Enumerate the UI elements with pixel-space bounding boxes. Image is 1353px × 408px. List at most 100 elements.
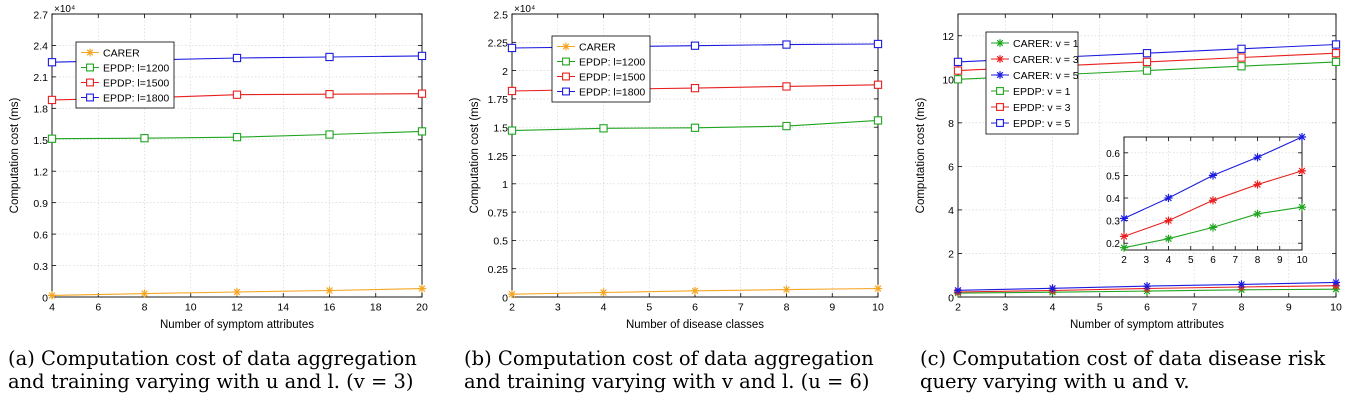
chart-c-inset-point: [1253, 153, 1262, 162]
chart-a-legend-marker: [86, 63, 94, 72]
chart-c-x-axis-title: Number of symptom attributes: [1070, 319, 1224, 331]
chart-a-point: [417, 89, 427, 98]
chart-c-xtick-label: 8: [1239, 302, 1245, 314]
chart-c-inset-point: [1164, 193, 1173, 203]
chart-b-point: [507, 86, 517, 96]
chart-c-inset-point: [1297, 203, 1307, 212]
chart-c-xtick-label: 5: [1097, 302, 1103, 314]
chart-a-legend-marker: [86, 93, 94, 102]
chart-c-legend-entry: EPDP: v = 5: [1013, 118, 1071, 130]
chart-b-ytick-label: 1.5: [493, 122, 508, 134]
chart-b-xtick-label: 10: [872, 302, 884, 314]
chart-b-point: [599, 288, 608, 297]
chart-b-ytick-label: 1: [502, 179, 508, 191]
chart-b-xtick-label: 5: [646, 302, 652, 314]
chart-a-point: [47, 95, 57, 105]
chart-b-point: [690, 286, 700, 295]
chart-a-xtick-label: 18: [370, 302, 382, 314]
chart-c-inset-xtick-label: 9: [1277, 255, 1283, 266]
caption-c-line1: (c) Computation cost of data disease ris…: [920, 347, 1326, 370]
chart-b-y-axis-title: Computation cost (ms): [469, 97, 481, 213]
chart-c-point: [1142, 66, 1152, 75]
chart-a-point: [325, 90, 334, 99]
chart-a-point: [47, 134, 57, 143]
chart-c-inset-point: [1164, 234, 1173, 243]
chart-c-inset-xtick-label: 5: [1188, 255, 1194, 266]
chart-b-point: [782, 285, 791, 294]
chart-b-point: [782, 121, 791, 131]
chart-c-xtick-label: 6: [1144, 302, 1150, 314]
chart-a-exponent-label: ×10⁴: [54, 4, 75, 15]
chart-c-legend-entry: CARER: v = 5: [1013, 70, 1079, 82]
chart-c-ytick-label: 8: [948, 118, 954, 130]
chart-a-point: [325, 286, 334, 295]
chart-a-x-axis-title: Number of symptom attributes: [160, 319, 314, 331]
chart-c-point: [1142, 57, 1152, 67]
chart-a-point: [417, 127, 427, 136]
chart-a-xtick-label: 16: [324, 302, 336, 314]
chart-c-point: [953, 75, 963, 84]
chart-a-ytick-label: 1.5: [33, 135, 48, 147]
chart-a-ytick-label: 1.2: [33, 166, 48, 178]
chart-b: 2 3 4 5 6 7 8 9 10 0 0.25 0.5 0.75 1 1.25 1.5 1.75 2 2.25 2…: [469, 4, 884, 331]
chart-a-point: [47, 58, 57, 67]
chart-b-legend-entry: EPDP: l=1500: [579, 71, 645, 83]
chart-c-inset-xtick-label: 10: [1296, 255, 1308, 266]
chart-c-point: [1237, 62, 1246, 71]
chart-b-point: [599, 124, 608, 133]
chart-c-inset-xtick-label: 4: [1166, 255, 1172, 266]
chart-b-point: [873, 39, 883, 49]
chart-b-xtick-label: 3: [555, 302, 561, 314]
chart-c-point: [1237, 44, 1246, 53]
chart-b-xtick-label: 4: [601, 302, 607, 314]
chart-b-xtick-label: 6: [692, 302, 698, 314]
chart-c-inset-ytick-label: 0.3: [1106, 217, 1120, 228]
chart-a-y-axis-title: Computation cost (ms): [9, 97, 21, 213]
chart-c-xtick-label: 10: [1330, 302, 1342, 314]
chart-a-legend-entry: EPDP: l=1500: [103, 77, 169, 89]
chart-c-legend-marker: [996, 87, 1004, 95]
chart-a-ytick-label: 2.4: [33, 41, 48, 53]
chart-b-xtick-label: 9: [829, 302, 835, 314]
chart-c-inset-point: [1208, 223, 1218, 232]
chart-c-legend-entry: EPDP: v = 1: [1013, 86, 1071, 98]
chart-b-point: [690, 41, 700, 50]
chart-c-ytick-label: 6: [948, 162, 954, 174]
chart-b-ytick-label: 0.75: [488, 207, 509, 219]
chart-c-legend-marker: [996, 71, 1004, 79]
chart-a-point: [232, 287, 242, 297]
chart-c-inset-xtick-label: 8: [1255, 255, 1261, 266]
chart-b-xtick-label: 8: [784, 302, 790, 314]
chart-c-legend-marker: [996, 39, 1004, 47]
chart-a-legend-entry: EPDP: l=1200: [103, 62, 169, 74]
chart-b-x-axis-title: Number of disease classes: [626, 319, 764, 331]
chart-a-point: [417, 51, 427, 61]
chart-c-point: [1331, 40, 1341, 49]
chart-b-ytick-label: 2.5: [493, 9, 508, 21]
chart-c-legend-marker: [996, 55, 1004, 63]
chart-a-ytick-label: 0.3: [33, 261, 48, 273]
chart-a-xtick-label: 14: [277, 302, 289, 314]
chart-b-legend-marker: [562, 87, 570, 96]
chart-c-point: [1331, 49, 1341, 58]
chart-b-ytick-label: 1.25: [488, 151, 509, 163]
chart-c-inset-xtick-label: 3: [1143, 255, 1149, 266]
chart-c-inset-xtick-label: 6: [1210, 255, 1216, 266]
chart-b-ytick-label: 2: [502, 66, 508, 78]
chart-b-point: [690, 123, 700, 132]
chart-c-legend-marker: [996, 119, 1004, 127]
chart-b-legend-marker: [562, 72, 570, 81]
chart-a-ytick-label: 0.6: [33, 229, 48, 241]
chart-c-inset-point: [1208, 196, 1218, 205]
chart-c-xtick-label: 3: [1002, 302, 1008, 314]
chart-b-legend-entry: CARER: [579, 41, 616, 53]
chart-b-ytick-label: 2.25: [488, 38, 509, 50]
chart-c-legend-marker: [996, 103, 1004, 111]
chart-b-legend-marker: [562, 57, 570, 66]
chart-b-point: [507, 43, 517, 53]
chart-c-xtick-label: 7: [1191, 302, 1197, 314]
chart-a-xtick-label: 12: [231, 302, 243, 314]
chart-b-point: [782, 82, 791, 91]
chart-a-ytick-label: 0.9: [33, 198, 48, 210]
